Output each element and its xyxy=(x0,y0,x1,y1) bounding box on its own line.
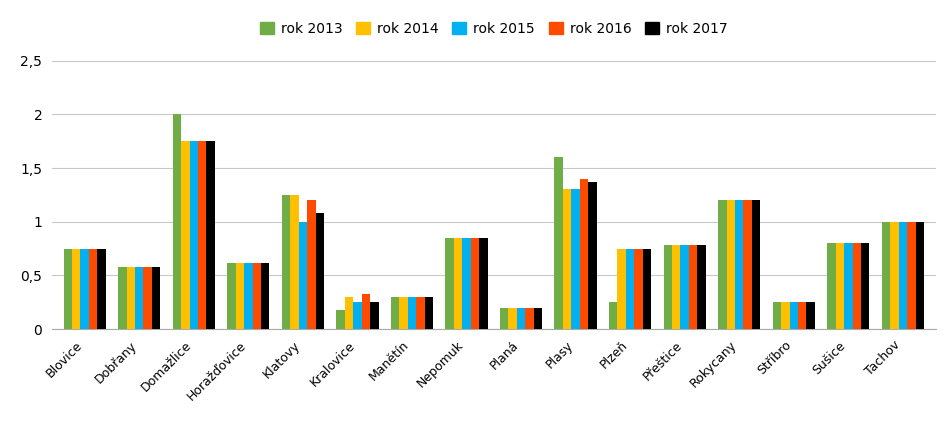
Bar xyxy=(424,297,432,329)
Bar xyxy=(152,267,160,329)
Bar xyxy=(198,141,206,329)
Bar xyxy=(587,182,596,329)
Bar xyxy=(470,238,479,329)
Bar xyxy=(525,307,533,329)
Bar xyxy=(826,243,834,329)
Bar xyxy=(72,249,80,329)
Bar xyxy=(571,190,580,329)
Bar xyxy=(797,302,805,329)
Bar xyxy=(315,213,324,329)
Bar xyxy=(252,262,261,329)
Bar xyxy=(516,307,525,329)
Bar xyxy=(227,262,235,329)
Bar xyxy=(915,222,923,329)
Bar xyxy=(788,302,797,329)
Bar xyxy=(533,307,542,329)
Bar xyxy=(173,114,181,329)
Bar xyxy=(881,222,889,329)
Bar xyxy=(625,249,633,329)
Bar xyxy=(671,246,680,329)
Bar xyxy=(805,302,814,329)
Bar xyxy=(781,302,788,329)
Bar xyxy=(206,141,214,329)
Bar xyxy=(445,238,453,329)
Bar xyxy=(563,190,571,329)
Bar xyxy=(834,243,843,329)
Bar xyxy=(80,249,89,329)
Bar xyxy=(508,307,516,329)
Bar xyxy=(353,302,362,329)
Bar xyxy=(298,222,307,329)
Bar xyxy=(726,200,734,329)
Bar xyxy=(889,222,898,329)
Bar xyxy=(370,302,379,329)
Bar xyxy=(751,200,760,329)
Bar xyxy=(680,246,688,329)
Bar xyxy=(290,195,298,329)
Bar xyxy=(453,238,462,329)
Bar xyxy=(743,200,751,329)
Bar xyxy=(261,262,269,329)
Bar xyxy=(399,297,407,329)
Bar xyxy=(415,297,424,329)
Bar xyxy=(717,200,726,329)
Bar xyxy=(244,262,252,329)
Bar xyxy=(135,267,143,329)
Bar xyxy=(307,200,315,329)
Bar xyxy=(63,249,72,329)
Bar xyxy=(345,297,353,329)
Bar xyxy=(499,307,508,329)
Bar xyxy=(772,302,781,329)
Bar xyxy=(580,179,587,329)
Bar xyxy=(688,246,697,329)
Bar xyxy=(642,249,650,329)
Bar xyxy=(697,246,705,329)
Bar xyxy=(843,243,851,329)
Bar xyxy=(734,200,743,329)
Bar xyxy=(407,297,415,329)
Bar xyxy=(126,267,135,329)
Bar xyxy=(190,141,198,329)
Bar xyxy=(633,249,642,329)
Bar xyxy=(336,310,345,329)
Bar xyxy=(143,267,152,329)
Bar xyxy=(362,294,370,329)
Bar xyxy=(462,238,470,329)
Bar xyxy=(479,238,487,329)
Bar xyxy=(663,246,671,329)
Bar xyxy=(118,267,126,329)
Bar xyxy=(898,222,906,329)
Bar xyxy=(608,302,616,329)
Bar xyxy=(616,249,625,329)
Bar xyxy=(906,222,915,329)
Bar xyxy=(89,249,97,329)
Legend: rok 2013, rok 2014, rok 2015, rok 2016, rok 2017: rok 2013, rok 2014, rok 2015, rok 2016, … xyxy=(260,22,727,36)
Bar xyxy=(860,243,868,329)
Bar xyxy=(391,297,399,329)
Bar xyxy=(554,157,563,329)
Bar xyxy=(281,195,290,329)
Bar xyxy=(181,141,190,329)
Bar xyxy=(97,249,106,329)
Bar xyxy=(851,243,860,329)
Bar xyxy=(235,262,244,329)
